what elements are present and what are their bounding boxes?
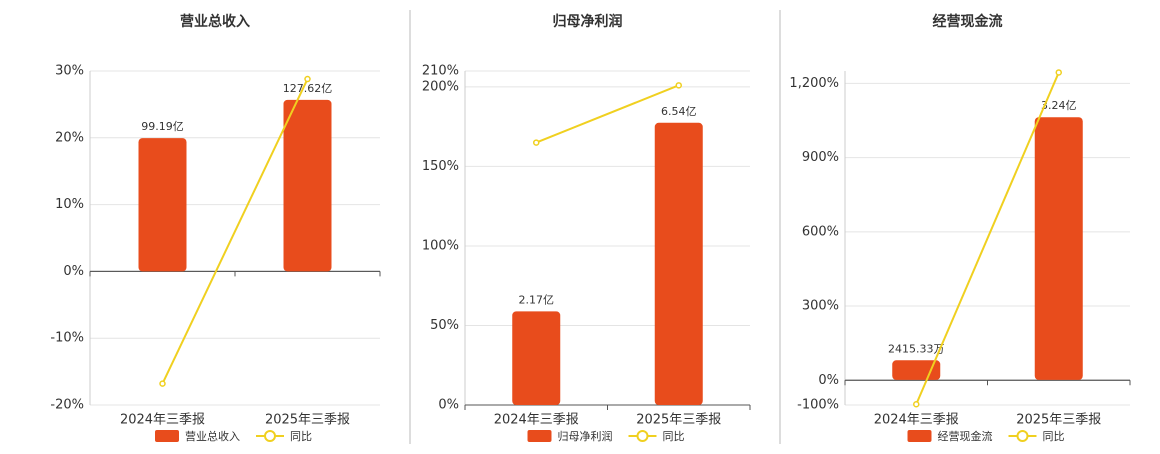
line-marker bbox=[159, 380, 166, 387]
legend-label: 归母净利润 bbox=[558, 429, 613, 443]
y-tick-label: -100% bbox=[797, 398, 839, 413]
y-tick-label: 100% bbox=[422, 238, 459, 253]
x-tick-label: 2025年三季报 bbox=[1016, 413, 1101, 428]
data-label: 2.17亿 bbox=[519, 293, 555, 306]
legend-label: 同比 bbox=[663, 430, 685, 443]
line bbox=[161, 78, 309, 385]
line bbox=[535, 84, 680, 144]
y-tick-label: 900% bbox=[802, 150, 839, 165]
data-label: 3.24亿 bbox=[1041, 99, 1077, 112]
x-tick-label: 2024年三季报 bbox=[120, 413, 205, 428]
line-marker bbox=[675, 82, 682, 89]
y-tick-label: 20% bbox=[55, 130, 84, 145]
line-marker bbox=[913, 401, 920, 408]
legend-label: 经营现金流 bbox=[938, 429, 993, 443]
bar bbox=[138, 138, 187, 272]
y-tick-label: 150% bbox=[422, 159, 459, 174]
legend-label: 同比 bbox=[1043, 430, 1065, 443]
data-label: 99.19亿 bbox=[141, 120, 184, 133]
data-label: 127.62亿 bbox=[283, 82, 333, 95]
y-tick-label: 10% bbox=[55, 197, 84, 212]
y-tick-label: 30% bbox=[55, 64, 84, 79]
bar bbox=[283, 99, 332, 272]
data-label: 6.54亿 bbox=[661, 105, 697, 118]
line bbox=[915, 72, 1060, 405]
y-tick-label: 300% bbox=[802, 299, 839, 314]
bar bbox=[512, 311, 561, 405]
y-tick-label: 0% bbox=[438, 398, 459, 413]
y-tick-label: -20% bbox=[50, 398, 84, 413]
legend-label: 营业总收入 bbox=[185, 429, 240, 443]
y-tick-label: 0% bbox=[818, 373, 839, 388]
bar bbox=[654, 122, 703, 405]
legend-swatch bbox=[907, 430, 932, 442]
chart-title: 归母净利润 bbox=[553, 13, 623, 30]
y-tick-label: 1,200% bbox=[789, 76, 839, 91]
y-tick-label: 0% bbox=[63, 264, 84, 279]
x-tick-label: 2025年三季报 bbox=[265, 413, 350, 428]
data-label: 2415.33万 bbox=[888, 342, 945, 355]
line-marker bbox=[1055, 69, 1062, 76]
line-marker bbox=[533, 139, 540, 146]
chart-title: 经营现金流 bbox=[933, 13, 1003, 30]
line-marker bbox=[304, 75, 311, 83]
x-tick-label: 2024年三季报 bbox=[494, 413, 579, 428]
y-tick-label: 210% bbox=[422, 64, 459, 79]
y-tick-label: 200% bbox=[422, 79, 459, 94]
legend-marker bbox=[1016, 430, 1029, 442]
y-tick-label: 50% bbox=[430, 318, 459, 333]
y-tick-label: -10% bbox=[50, 331, 84, 346]
legend-marker bbox=[636, 430, 649, 442]
chart-title: 营业总收入 bbox=[180, 13, 250, 30]
legend-swatch bbox=[527, 430, 552, 442]
x-tick-label: 2025年三季报 bbox=[636, 413, 721, 428]
legend-label: 同比 bbox=[290, 430, 312, 443]
legend-swatch bbox=[155, 430, 179, 442]
y-tick-label: 600% bbox=[802, 224, 839, 239]
bar bbox=[1034, 117, 1083, 380]
x-tick-label: 2024年三季报 bbox=[874, 413, 959, 428]
legend-marker bbox=[264, 430, 276, 442]
